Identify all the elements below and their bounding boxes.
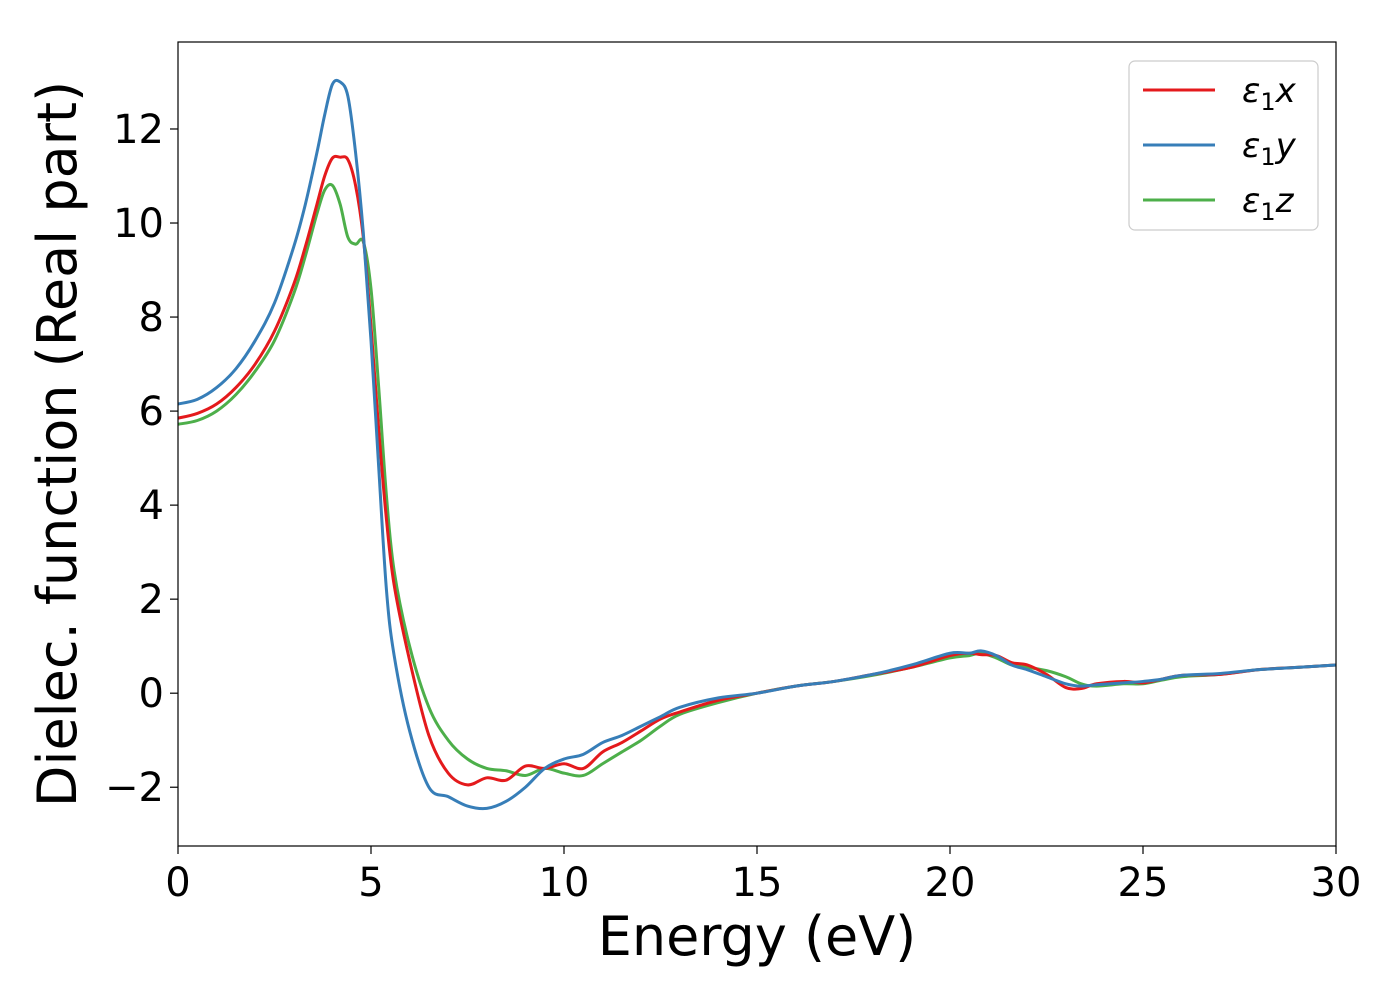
- y-axis: −2 0 2 4 6 8 10 12: [105, 107, 178, 811]
- x-tick-label: 5: [358, 860, 383, 906]
- x-axis: 0 5 10 15 20 25 30: [165, 846, 1361, 906]
- legend-label-x: ε1x: [1242, 71, 1297, 116]
- x-tick-label: 10: [539, 860, 590, 906]
- x-tick-label: 0: [165, 860, 190, 906]
- y-tick-label: 0: [139, 671, 164, 717]
- legend-label-y: ε1y: [1242, 126, 1297, 171]
- y-tick-label: 10: [113, 201, 164, 247]
- y-tick-label: 4: [139, 483, 164, 529]
- x-axis-title: Energy (eV): [598, 905, 917, 968]
- y-tick-label: 6: [139, 389, 164, 435]
- y-axis-title: Dielec. function (Real part): [26, 81, 89, 807]
- y-tick-label: 12: [113, 107, 164, 153]
- series-line-y: [178, 78, 1336, 811]
- y-tick-label: −2: [105, 765, 164, 811]
- legend-label-z: ε1z: [1242, 181, 1295, 226]
- legend: ε1x ε1y ε1z: [1128, 60, 1319, 231]
- series-line-z: [178, 182, 1336, 778]
- x-tick-label: 15: [732, 860, 783, 906]
- series-line-x: [178, 154, 1336, 787]
- y-tick-label: 8: [139, 295, 164, 341]
- x-tick-label: 25: [1118, 860, 1169, 906]
- legend-box: [1128, 60, 1319, 231]
- x-tick-label: 20: [925, 860, 976, 906]
- series-layer: [178, 78, 1336, 811]
- x-tick-label: 30: [1311, 860, 1362, 906]
- y-tick-label: 2: [139, 577, 164, 623]
